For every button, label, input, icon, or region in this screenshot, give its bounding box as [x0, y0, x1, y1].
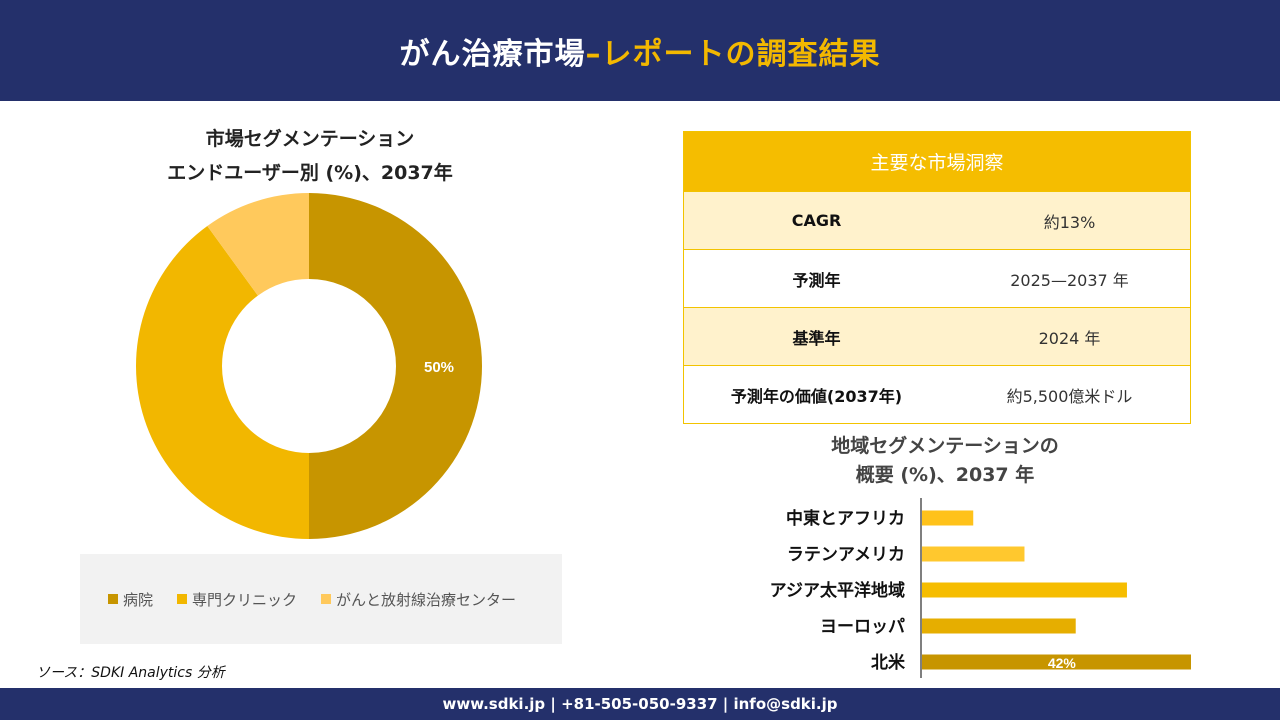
row-value: 2025—2037 年 — [1010, 270, 1129, 290]
page-title-accent: –レポートの調査結果 — [585, 36, 881, 72]
bar — [922, 510, 974, 526]
legend-swatch — [321, 594, 332, 604]
donut-chart-title: 市場セグメンテーション エンドユーザー別 (%)、2037年 — [120, 122, 500, 190]
donut-slice — [207, 193, 309, 296]
bar-chart-title: 地域セグメンテーションの 概要 (%)、2037 年 — [760, 432, 1130, 490]
row-label: 予測年の価値(2037年) — [730, 386, 903, 406]
legend-item: がんと放射線治療センター — [321, 589, 516, 610]
donut-title-line1: 市場セグメンテーション — [205, 128, 415, 150]
row-value: 約5,500億米ドル — [1006, 386, 1133, 406]
table-row: CAGR 約13% — [684, 191, 1190, 249]
source-note: ソース：SDKI Analytics 分析 — [36, 665, 225, 681]
bar-data-label: 42% — [1048, 655, 1077, 671]
header-banner: がん治療市場 –レポートの調査結果 — [0, 0, 1280, 101]
bar-category-label: アジア太平洋地域 — [770, 580, 905, 601]
legend-item: 専門クリニック — [177, 589, 297, 610]
donut-title-line2: エンドユーザー別 (%)、2037年 — [167, 162, 453, 184]
footer-contact: www.sdki.jp | +81-505-050-9337 | info@sd… — [0, 688, 1280, 720]
table-row: 予測年の価値(2037年) 約5,500億米ドル — [684, 365, 1190, 423]
bar — [922, 654, 1191, 670]
bar-category-label: ラテンアメリカ — [787, 545, 905, 565]
bar-category-label: ヨーロッパ — [820, 617, 905, 637]
bar — [922, 582, 1127, 598]
donut-slice — [309, 193, 482, 539]
legend-label: 専門クリニック — [192, 590, 298, 609]
legend-label: 病院 — [123, 590, 154, 609]
bar-category-label: 北米 — [871, 652, 906, 673]
row-label: 予測年 — [792, 270, 841, 290]
legend-swatch — [108, 594, 118, 604]
bar-title-line1: 地域セグメンテーションの — [831, 435, 1059, 457]
donut-chart: 50% — [136, 193, 482, 540]
row-value: 2024 年 — [1038, 328, 1101, 348]
donut-slice — [136, 226, 309, 540]
table-heading: 主要な市場洞察 — [684, 132, 1190, 191]
legend-swatch — [177, 594, 188, 604]
table-row: 予測年 2025—2037 年 — [684, 249, 1190, 307]
page-title: がん治療市場 — [399, 36, 586, 72]
legend-label: がんと放射線治療センター — [336, 590, 517, 609]
row-label: 基準年 — [792, 328, 841, 348]
row-value: 約13% — [1043, 212, 1096, 232]
row-label: CAGR — [791, 211, 842, 230]
bar-title-line2: 概要 (%)、2037 年 — [855, 464, 1035, 486]
bar-category-label: 中東とアフリカ — [786, 508, 905, 529]
donut-data-label: 50% — [424, 359, 454, 376]
market-insights-table: 主要な市場洞察 CAGR 約13% 予測年 2025—2037 年 基準年 20… — [683, 131, 1191, 424]
table-row: 基準年 2024 年 — [684, 307, 1190, 365]
bar — [922, 546, 1025, 562]
donut-legend: 病院 専門クリニック がんと放射線治療センター — [80, 554, 562, 644]
legend-item: 病院 — [108, 589, 153, 610]
bar — [922, 618, 1076, 634]
